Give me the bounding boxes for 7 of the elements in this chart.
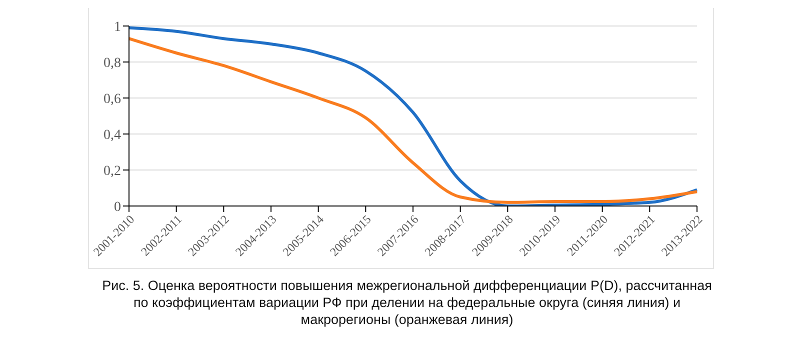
y-tick-label: 1 bbox=[114, 20, 121, 35]
y-tick-label: 0,8 bbox=[104, 56, 121, 71]
y-tick-label: 0,4 bbox=[104, 128, 121, 143]
y-tick-label: 0 bbox=[114, 200, 121, 215]
y-tick-label: 0,2 bbox=[104, 164, 121, 179]
text: Рис. 5. Оценка вероятности повышения межрегиональной дифференциации P(D), рассчитанная по коэффициентам вариации РФ при делении на федеральные округа (синяя линия) и макрорегионы (оранжевая линия) bbox=[102, 277, 712, 328]
y-tick-label: 0,6 bbox=[104, 92, 121, 107]
